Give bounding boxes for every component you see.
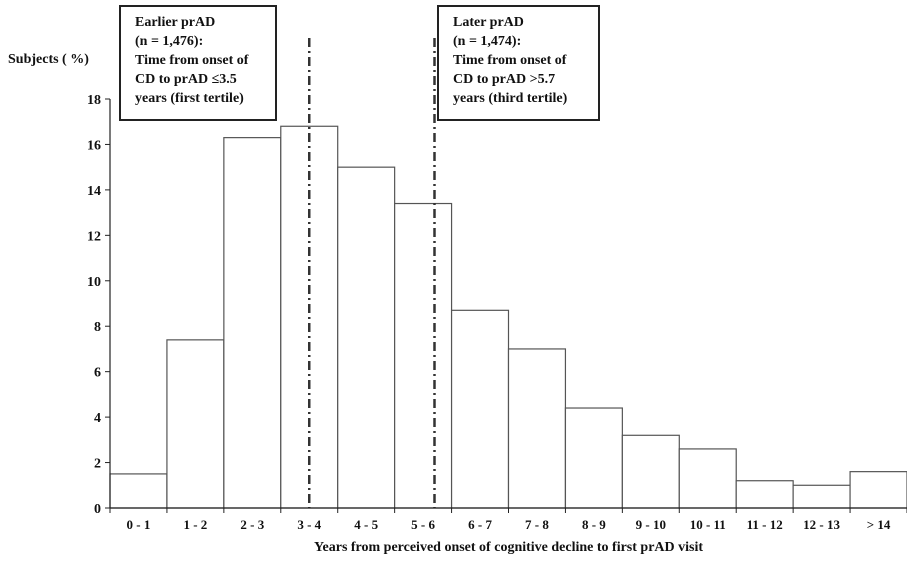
- bar: [166, 339, 225, 509]
- y-tick-label: 18: [87, 93, 101, 108]
- y-tick-label: 4: [94, 411, 101, 426]
- annotation-line: CD to prAD ≤3.5: [135, 72, 237, 87]
- x-tick-label: 0 - 1: [127, 517, 151, 532]
- y-axis-label: Subjects ( %): [8, 52, 89, 67]
- x-tick-label: 9 - 10: [636, 517, 666, 532]
- x-tick-label: 10 - 11: [690, 517, 726, 532]
- annotation-line: (n = 1,476):: [135, 34, 204, 49]
- bar: [564, 407, 623, 509]
- annotation-line: Time from onset of: [135, 53, 249, 68]
- x-tick-label: 3 - 4: [297, 517, 321, 532]
- y-tick-label: 10: [87, 275, 101, 290]
- x-tick-label: 4 - 5: [354, 517, 378, 532]
- annotation-line: years (third tertile): [453, 91, 568, 106]
- x-tick-label: 2 - 3: [240, 517, 264, 532]
- annotation-line: Earlier prAD: [135, 15, 216, 30]
- annotation-later-prad: Later prAD (n = 1,474): Time from onset …: [437, 5, 600, 121]
- reference-lines: [308, 38, 436, 508]
- bar: [450, 309, 510, 509]
- y-tick-label: 8: [94, 320, 101, 335]
- x-tick-label: > 14: [867, 517, 891, 532]
- bar: [394, 202, 453, 509]
- y-tick-label: 0: [94, 502, 101, 517]
- bar: [621, 434, 680, 509]
- annotation-line: Time from onset of: [453, 53, 567, 68]
- annotation-line: (n = 1,474):: [453, 34, 522, 49]
- bar: [678, 448, 737, 509]
- y-ticks: 0 2 4 6 8 10 12 14 16 18: [87, 93, 110, 517]
- bar: [792, 484, 851, 509]
- y-tick-label: 6: [94, 366, 101, 381]
- y-tick-label: 2: [94, 457, 101, 472]
- x-tick-label: 1 - 2: [183, 517, 207, 532]
- annotation-line: Later prAD: [453, 15, 524, 30]
- x-axis-label: Years from perceived onset of cognitive …: [313, 540, 704, 555]
- annotation-line: CD to prAD >5.7: [453, 72, 556, 87]
- bars-group: [109, 125, 907, 509]
- x-tick-label: 5 - 6: [411, 517, 435, 532]
- x-tick-label: 12 - 13: [803, 517, 840, 532]
- bar: [507, 348, 567, 509]
- x-tick-label: 7 - 8: [525, 517, 549, 532]
- bar: [223, 137, 282, 509]
- y-tick-label: 12: [87, 229, 101, 244]
- bar: [849, 471, 907, 509]
- x-tick-label: 8 - 9: [582, 517, 606, 532]
- bar: [109, 473, 168, 509]
- y-tick-label: 16: [87, 138, 101, 153]
- bar: [337, 166, 396, 509]
- x-tick-label: 6 - 7: [468, 517, 492, 532]
- annotation-earlier-prad: Earlier prAD (n = 1,476): Time from onse…: [119, 5, 277, 121]
- x-ticks: 0 - 1 1 - 2 2 - 3 3 - 4 4 - 5 5 - 6 6 - 7 7 - 8…: [109, 508, 907, 532]
- y-tick-label: 14: [87, 184, 101, 199]
- x-tick-label: 11 - 12: [747, 517, 783, 532]
- annotation-line: years (first tertile): [135, 91, 244, 106]
- bar: [735, 480, 794, 509]
